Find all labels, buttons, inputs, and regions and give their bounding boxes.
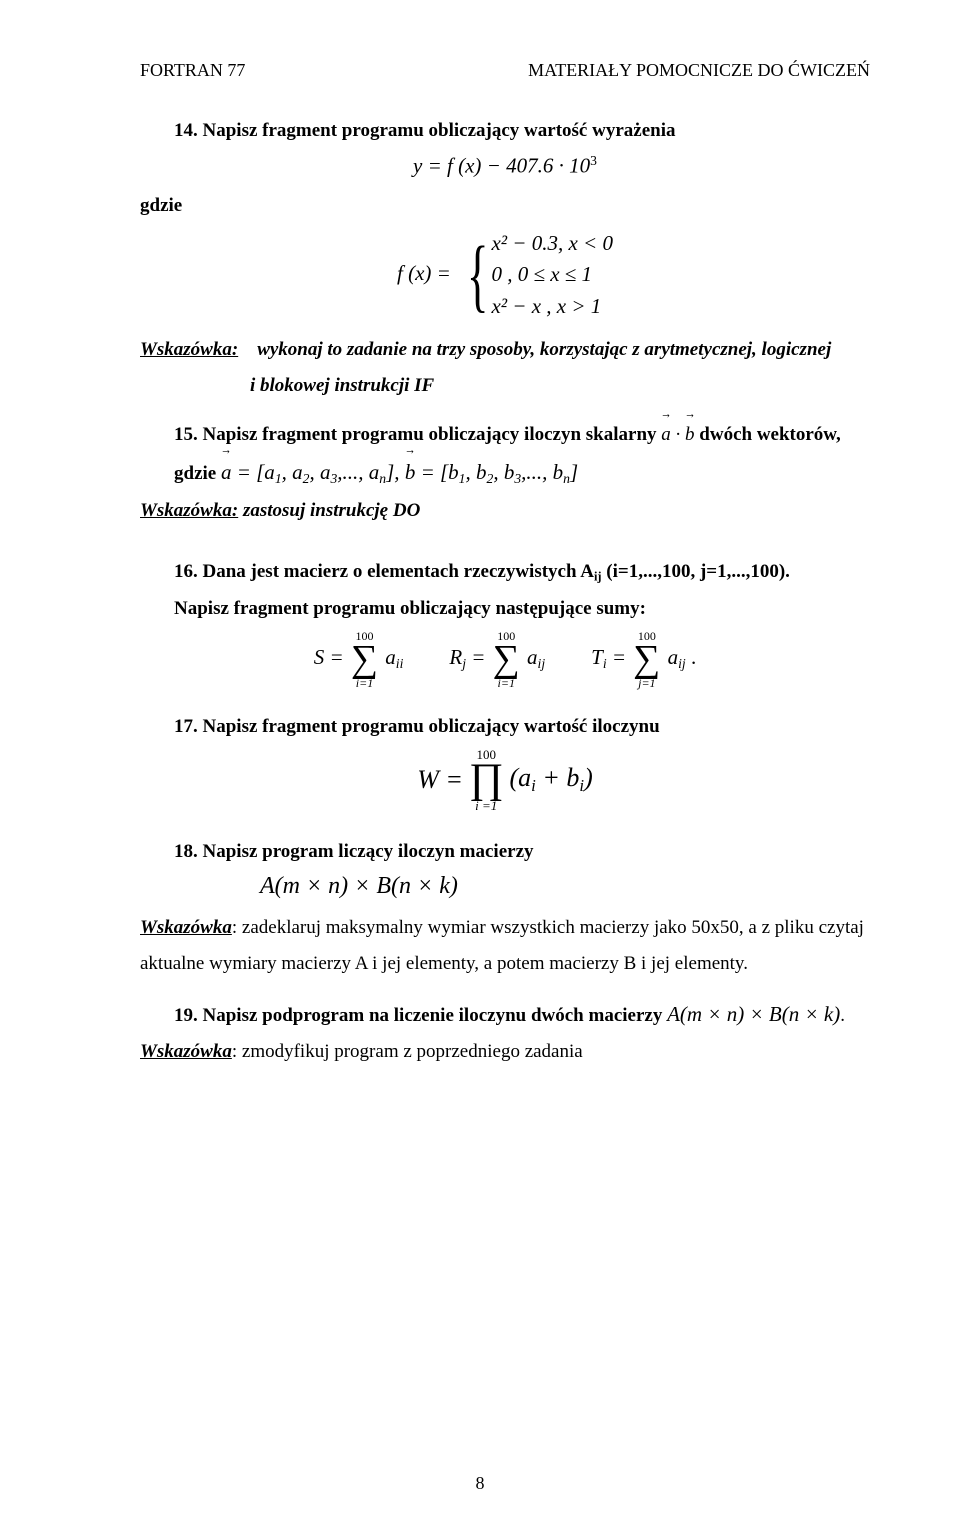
ex19-heading: 19. Napisz podprogram na liczenie iloczy… (174, 999, 870, 1030)
header-right: MATERIAŁY POMOCNICZE DO ĆWICZEŃ (528, 60, 870, 81)
ex14-hint-line1: Wskazówka: wykonaj to zadanie na trzy sp… (140, 336, 870, 364)
ex14-eq-main: y = f (x) − 407.6 · 103 (140, 153, 870, 179)
sigma-icon: 100 ∑ j=1 (633, 630, 660, 688)
sigma-icon: 100 ∑ i=1 (351, 630, 378, 688)
ex18-eq: A(m × n) × B(n × k) (260, 873, 870, 900)
sigma-icon: 100 ∑ i=1 (493, 630, 520, 688)
ex14-piecewise: f (x) = { x² − 0.3, x < 0 0 , 0 ≤ x ≤ 1 … (140, 228, 870, 323)
page: FORTRAN 77 MATERIAŁY POMOCNICZE DO ĆWICZ… (0, 0, 960, 1534)
ex14-gdzie: gdzie (140, 192, 870, 220)
ex16-sums: S = 100 ∑ i=1 aii Rj = 100 ∑ i=1 aij Ti … (140, 630, 870, 688)
ex19-hint: Wskazówka: zmodyfikuj program z poprzedn… (140, 1038, 870, 1066)
ex17-heading: 17. Napisz fragment programu obliczający… (174, 713, 870, 741)
ex18-hint: Wskazówka: zadeklaruj maksymalny wymiar … (140, 914, 870, 942)
sum-R: Rj = 100 ∑ i=1 aij (449, 630, 545, 688)
product-icon: 100 ∏ i =1 (469, 748, 504, 812)
ex15-heading: 15. Napisz fragment programu obliczający… (174, 421, 870, 449)
page-header: FORTRAN 77 MATERIAŁY POMOCNICZE DO ĆWICZ… (140, 60, 870, 81)
sum-T: Ti = 100 ∑ j=1 aij . (591, 630, 696, 688)
ex17-product: W = 100 ∏ i =1 (ai + bi) (140, 748, 870, 812)
ex18-heading: 18. Napisz program liczący iloczyn macie… (174, 838, 870, 866)
ex16-heading: 16. Dana jest macierz o elementach rzecz… (174, 558, 870, 587)
ex15-hint: Wskazówka: zastosuj instrukcję DO (140, 497, 870, 525)
left-brace-icon: { (467, 234, 489, 316)
case-1: x² − 0.3, x < 0 (491, 231, 613, 255)
case-2: 0 , 0 ≤ x ≤ 1 (491, 262, 592, 286)
ex16-line2: Napisz fragment programu obliczający nas… (174, 595, 870, 623)
sum-S: S = 100 ∑ i=1 aii (314, 630, 404, 688)
ex14-hint-line2: i blokowej instrukcji IF (250, 372, 870, 400)
page-number: 8 (0, 1473, 960, 1494)
ex14-heading: 14. Napisz fragment programu obliczający… (174, 117, 870, 145)
case-3: x² − x , x > 1 (491, 294, 601, 318)
ex15-vectors: gdzie a = [a1, a2, a3,..., an], b = [b1,… (174, 457, 870, 489)
header-left: FORTRAN 77 (140, 60, 245, 81)
ex18-line2: aktualne wymiary macierzy A i jej elemen… (140, 950, 870, 978)
